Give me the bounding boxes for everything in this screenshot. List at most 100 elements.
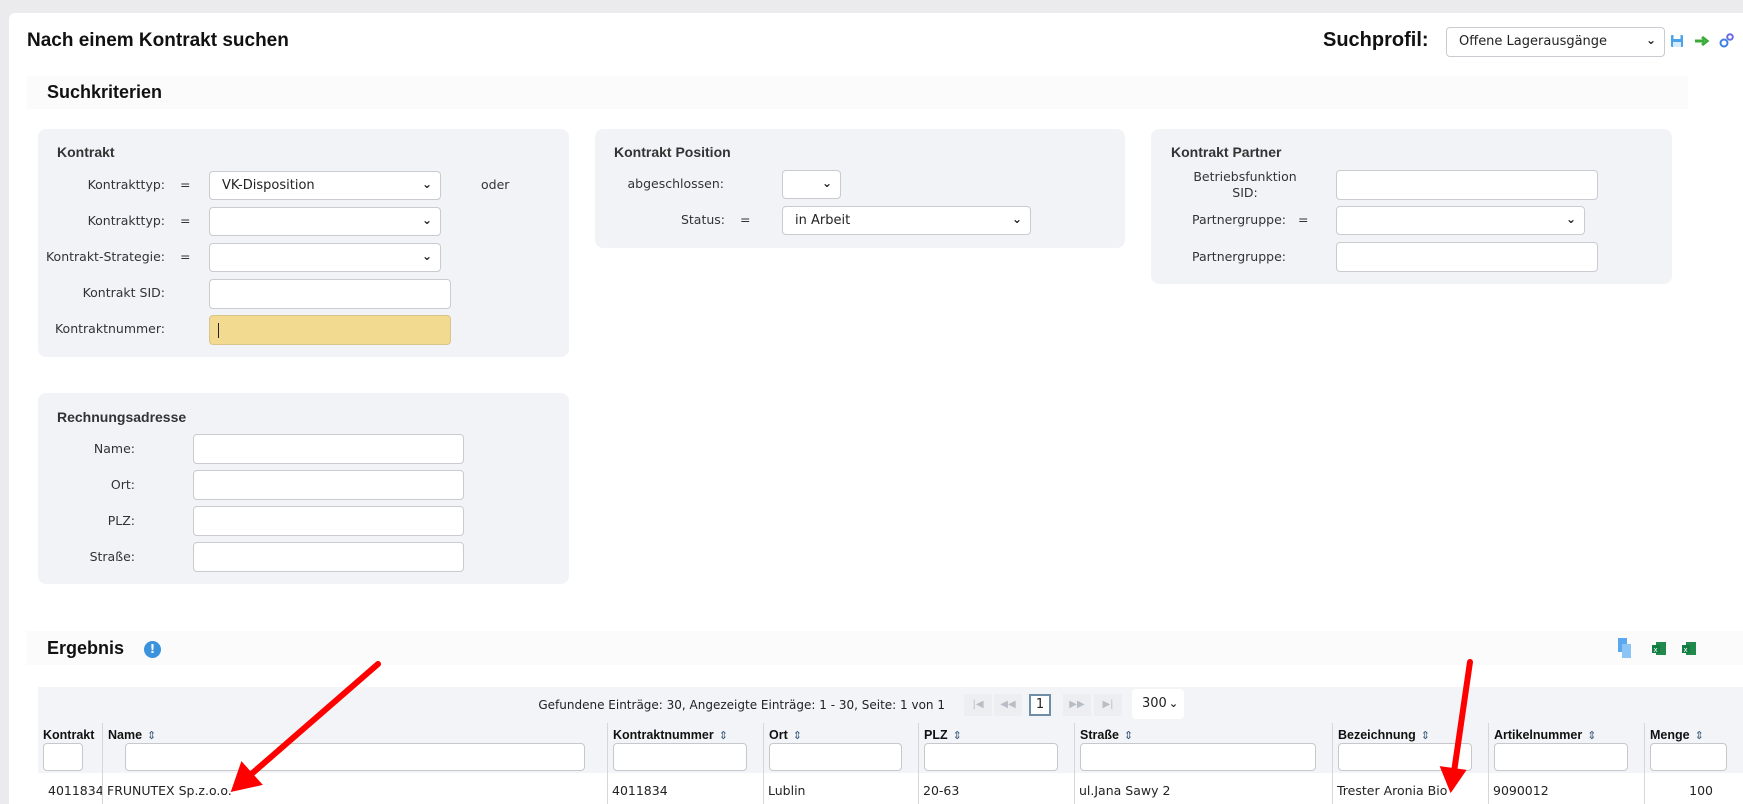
- partner-panel-title: Kontrakt Partner: [1171, 144, 1282, 160]
- chevron-down-icon: ⌄: [421, 249, 432, 263]
- chevron-down-icon: ⌄: [1168, 697, 1179, 710]
- svg-text:x: x: [1654, 646, 1658, 654]
- kontraktnummer-label: Kontraktnummer:: [54, 321, 165, 336]
- sort-icon[interactable]: ⇕: [1420, 730, 1431, 742]
- chevron-down-icon: ⌄: [821, 176, 832, 190]
- column-title[interactable]: Kontraktnummer ⇕: [613, 728, 728, 742]
- position-panel-title: Kontrakt Position: [614, 144, 731, 160]
- sort-icon[interactable]: ⇕: [1587, 730, 1597, 742]
- column-filter-input[interactable]: [1080, 743, 1316, 771]
- column-header[interactable]: Artikelnummer ⇕: [1488, 723, 1644, 773]
- first-page-button[interactable]: |◀: [964, 694, 992, 716]
- status-value: in Arbeit: [795, 213, 851, 228]
- kontrakt-panel-title: Kontrakt: [57, 144, 115, 160]
- column-title[interactable]: Kontrakt: [43, 728, 94, 742]
- strategy-label: Kontrakt-Strategie:: [45, 249, 165, 264]
- column-filter-input[interactable]: [1494, 743, 1628, 771]
- column-header[interactable]: Kontrakt: [38, 723, 102, 773]
- pagination-summary: Gefundene Einträge: 30, Angezeigte Eintr…: [538, 698, 945, 712]
- operator-equals: =: [180, 249, 191, 264]
- next-page-button[interactable]: ▶▶: [1063, 694, 1091, 716]
- partnergroup-select[interactable]: ⌄: [1336, 206, 1585, 235]
- status-select[interactable]: in Arbeit ⌄: [782, 206, 1031, 235]
- current-page[interactable]: 1: [1029, 694, 1051, 716]
- column-title[interactable]: Menge ⇕: [1650, 728, 1704, 742]
- column-title[interactable]: Ort ⇕: [769, 728, 802, 742]
- closed-label: abgeschlossen:: [627, 176, 725, 191]
- page-size-select[interactable]: 300 ⌄: [1132, 689, 1184, 719]
- column-header[interactable]: Menge ⇕: [1644, 723, 1743, 773]
- street-label: Straße:: [89, 549, 135, 564]
- column-title[interactable]: Straße ⇕: [1080, 728, 1133, 742]
- column-title[interactable]: PLZ ⇕: [924, 728, 962, 742]
- column-title[interactable]: Name ⇕: [108, 728, 156, 742]
- kontrakttyp2-label: Kontrakttyp:: [87, 213, 165, 228]
- plz-input[interactable]: [193, 506, 464, 536]
- column-filter-input[interactable]: [43, 743, 83, 771]
- prev-page-button[interactable]: ◀◀: [994, 694, 1022, 716]
- column-title[interactable]: Bezeichnung ⇕: [1338, 728, 1430, 742]
- closed-select[interactable]: ⌄: [782, 170, 841, 199]
- table-cell: 100: [1689, 783, 1713, 798]
- column-label: Ort: [769, 728, 788, 742]
- arrow-right-icon[interactable]: [1694, 35, 1710, 47]
- column-filter-input[interactable]: [1338, 743, 1472, 771]
- svg-text:x: x: [1684, 646, 1688, 654]
- sort-icon[interactable]: ⇕: [1123, 730, 1134, 742]
- sort-icon[interactable]: ⇕: [952, 730, 962, 742]
- kontrakttyp-select[interactable]: VK-Disposition ⌄: [209, 171, 441, 200]
- column-header[interactable]: Kontraktnummer ⇕: [607, 723, 763, 773]
- column-label: Bezeichnung: [1338, 728, 1416, 742]
- info-icon[interactable]: !: [144, 641, 161, 658]
- settings-gears-icon[interactable]: [1719, 33, 1735, 48]
- func-label-line1: Betriebsfunktion: [1193, 169, 1297, 184]
- column-label: Kontrakt: [43, 728, 95, 742]
- column-header[interactable]: Ort ⇕: [763, 723, 918, 773]
- table-cell: Trester Aronia Bio: [1337, 783, 1448, 798]
- sort-icon[interactable]: ⇕: [792, 730, 802, 742]
- criteria-header: [27, 76, 1688, 109]
- text-cursor: [218, 323, 219, 338]
- partnergroup2-input[interactable]: [1336, 242, 1598, 272]
- column-header[interactable]: PLZ ⇕: [918, 723, 1074, 773]
- sort-icon[interactable]: ⇕: [718, 730, 728, 742]
- search-profile-select[interactable]: Offene Lagerausgänge ⌄: [1446, 27, 1665, 57]
- oder-label: oder: [481, 177, 510, 192]
- table-cell: 4011834: [612, 783, 668, 798]
- column-header[interactable]: Name ⇕: [102, 723, 607, 773]
- ort-input[interactable]: [193, 470, 464, 500]
- kontrakt-sid-label: Kontrakt SID:: [82, 285, 165, 300]
- func-label-line2: SID:: [1232, 185, 1258, 200]
- sort-icon[interactable]: ⇕: [147, 730, 157, 742]
- column-title[interactable]: Artikelnummer ⇕: [1494, 728, 1596, 742]
- street-input[interactable]: [193, 542, 464, 572]
- func-sid-input[interactable]: [1336, 170, 1598, 200]
- ort-label: Ort:: [110, 477, 135, 492]
- column-divider: [1332, 773, 1333, 804]
- column-divider: [607, 773, 608, 804]
- table-cell: FRUNUTEX Sp.z.o.o.: [107, 783, 232, 798]
- sort-icon[interactable]: ⇕: [1694, 730, 1704, 742]
- last-page-button[interactable]: ▶|: [1094, 694, 1122, 716]
- table-cell: Lublin: [768, 783, 806, 798]
- column-label: Kontraktnummer: [613, 728, 714, 742]
- strategy-select[interactable]: ⌄: [209, 243, 441, 272]
- chevron-down-icon: ⌄: [421, 213, 432, 227]
- column-filter-input[interactable]: [924, 743, 1058, 771]
- column-filter-input[interactable]: [769, 743, 902, 771]
- column-filter-input[interactable]: [613, 743, 747, 771]
- column-header[interactable]: Bezeichnung ⇕: [1332, 723, 1488, 773]
- kontrakttyp2-select[interactable]: ⌄: [209, 207, 441, 236]
- column-header[interactable]: Straße ⇕: [1074, 723, 1332, 773]
- save-icon[interactable]: [1670, 34, 1684, 48]
- table-cell: 20-63: [923, 783, 960, 798]
- kontrakt-sid-input[interactable]: [209, 279, 451, 309]
- name-input[interactable]: [193, 434, 464, 464]
- column-filter-input[interactable]: [125, 743, 585, 771]
- page-title: Nach einem Kontrakt suchen: [27, 30, 289, 51]
- copy-icon[interactable]: [1616, 637, 1632, 659]
- column-filter-input[interactable]: [1650, 743, 1727, 771]
- excel-icon[interactable]: x: [1681, 641, 1697, 656]
- kontraktnummer-input[interactable]: [209, 315, 451, 345]
- excel-icon[interactable]: x: [1651, 641, 1667, 656]
